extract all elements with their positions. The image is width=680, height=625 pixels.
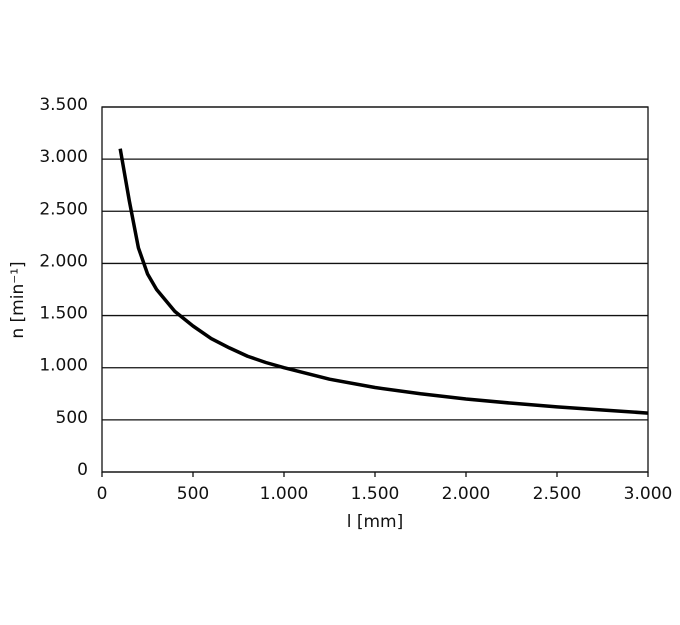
plot-frame <box>101 106 649 473</box>
line <box>118 148 649 415</box>
x-tick-label: 1.500 <box>351 484 400 504</box>
x-axis-label: l [mm] <box>347 512 404 532</box>
y-tick-label: 2.000 <box>39 251 88 271</box>
x-tick-label: 500 <box>177 484 209 504</box>
x-tick-label: 2.000 <box>442 484 491 504</box>
y-tick-label: 0 <box>77 460 88 480</box>
y-tick-label: 2.500 <box>39 199 88 219</box>
y-tick-label: 1.500 <box>39 304 88 324</box>
y-axis-label: n [min⁻¹] <box>8 261 28 338</box>
x-tick-label: 2.500 <box>533 484 582 504</box>
x-tick-label: 1.000 <box>260 484 309 504</box>
y-tick-label: 1.000 <box>39 356 88 376</box>
y-tick-label: 3.500 <box>39 95 88 115</box>
y-tick-label: 500 <box>56 408 88 428</box>
x-tick-label: 0 <box>97 484 108 504</box>
y-tick-label: 3.000 <box>39 147 88 167</box>
x-tick-label: 3.000 <box>624 484 673 504</box>
